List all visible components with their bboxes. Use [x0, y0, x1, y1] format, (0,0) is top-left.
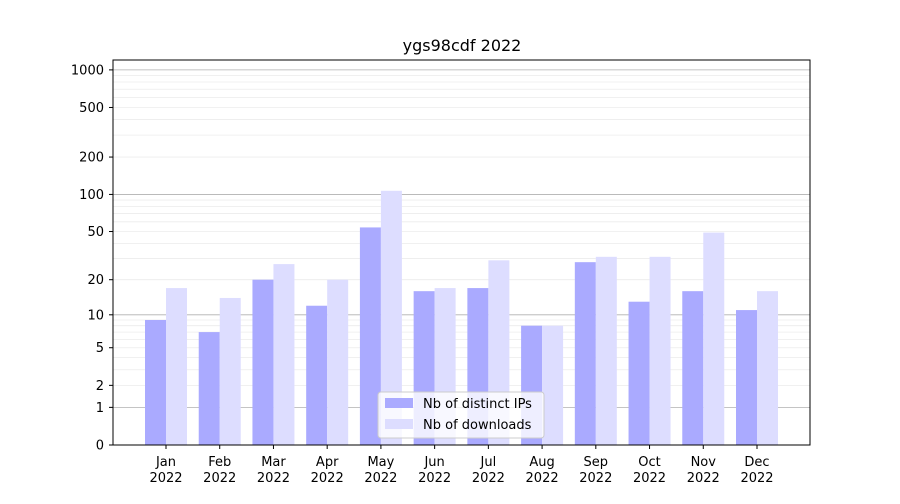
plot-frame	[112, 59, 811, 446]
x-tick-label: Nov 2022	[687, 455, 720, 486]
bar-distinct-ips	[306, 305, 328, 445]
y-axis: 0 1 2 5 10 20 50 100 200 500 1000	[71, 63, 113, 454]
x-tick-label: Jan 2022	[149, 455, 182, 486]
y-tick-label: 20	[87, 273, 104, 288]
chart-title: ygs98cdf 2022	[403, 36, 522, 55]
y-tick-label: 500	[79, 101, 104, 116]
x-tick-label: Dec 2022	[740, 455, 773, 486]
x-tick-label: Jun 2022	[418, 455, 451, 486]
bar-distinct-ips	[145, 319, 166, 445]
x-tick-label: Jul 2022	[472, 455, 505, 486]
x-tick-label: May 2022	[364, 455, 397, 486]
legend-label: Nb of downloads	[423, 418, 532, 433]
y-tick-label: 0	[96, 439, 104, 454]
bar-downloads	[219, 297, 241, 445]
x-tick-label: Feb 2022	[203, 455, 236, 486]
y-tick-label: 5	[96, 341, 104, 356]
bar-distinct-ips	[252, 279, 274, 445]
bar-downloads	[327, 279, 349, 445]
bar-downloads	[757, 291, 778, 445]
x-tick-label: Aug 2022	[526, 455, 559, 486]
bar-downloads	[542, 325, 564, 445]
y-tick-label: 10	[87, 308, 104, 323]
bar-downloads	[273, 264, 295, 445]
bar-downloads	[703, 232, 725, 445]
x-axis: Jan 2022 Feb 2022 Mar 2022 Apr 2022 May 2022 Jun 20…	[149, 445, 774, 486]
x-tick-label: Oct 2022	[633, 455, 666, 486]
bar-distinct-ips	[736, 310, 757, 445]
legend-swatch	[385, 419, 413, 429]
legend-label: Nb of distinct IPs	[423, 397, 532, 412]
x-tick-label: Sep 2022	[579, 455, 612, 486]
legend-box	[377, 391, 545, 439]
x-tick-label: Apr 2022	[311, 455, 344, 486]
bar-downloads	[380, 190, 402, 445]
bar-distinct-ips	[628, 301, 650, 445]
legend: Nb of distinct IPs Nb of downloads	[377, 391, 545, 439]
bar-distinct-ips	[574, 262, 596, 445]
legend-swatch	[385, 398, 413, 408]
y-tick-label: 1000	[71, 63, 104, 78]
bar-distinct-ips	[682, 291, 704, 445]
y-tick-label: 200	[79, 151, 104, 166]
bar-distinct-ips	[198, 332, 220, 445]
y-tick-label: 2	[96, 379, 104, 394]
y-tick-label: 1	[96, 401, 104, 416]
y-tick-label: 100	[79, 188, 104, 203]
bar-distinct-ips	[359, 227, 381, 445]
y-tick-label: 50	[87, 225, 104, 240]
bar-downloads	[166, 288, 187, 445]
bar-downloads	[595, 256, 617, 445]
x-tick-label: Mar 2022	[257, 455, 290, 486]
bar-downloads	[649, 256, 671, 445]
